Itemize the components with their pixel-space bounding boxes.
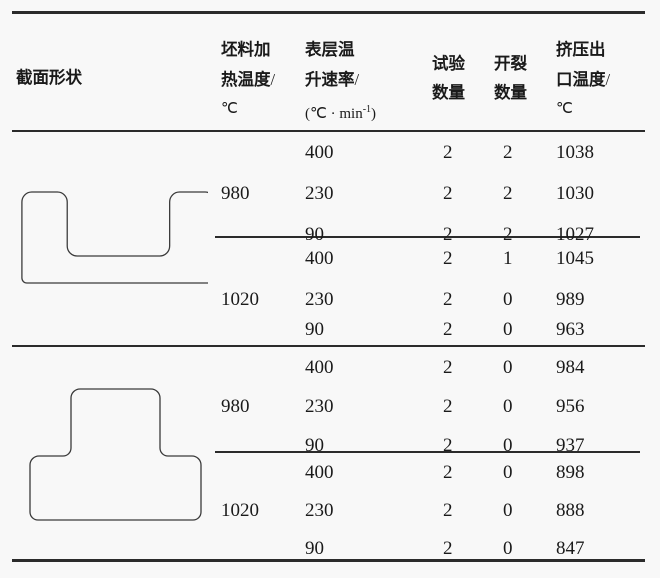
column-header-crack-count-line1: 开裂 <box>494 55 527 73</box>
cell-rate: 400 <box>305 357 334 378</box>
column-header-billet-temp: 坯料加 热温度/ ℃ <box>221 36 275 124</box>
cell-cracks: 0 <box>503 500 513 521</box>
cell-rate: 90 <box>305 319 324 340</box>
cell-trials: 2 <box>443 462 453 483</box>
column-header-crack-count-line2: 数量 <box>494 84 527 102</box>
cell-exit-temp: 888 <box>556 500 585 521</box>
rate-unit-min: min <box>339 106 363 122</box>
rate-text: 升速率 <box>305 71 355 89</box>
cell-rate: 230 <box>305 396 334 417</box>
column-header-billet-temp-line1: 坯料加 <box>221 41 271 59</box>
cell-rate: 230 <box>305 500 334 521</box>
cell-cracks: 1 <box>503 248 513 269</box>
cell-billet-temp: 980 <box>221 183 250 204</box>
column-header-exit-temp-line2: 口温度/ <box>556 65 610 95</box>
column-header-rate-line2: 升速率/ <box>305 65 376 95</box>
rate-unit-dot: · <box>330 106 336 122</box>
u-channel-icon <box>21 191 208 284</box>
cell-exit-temp: 984 <box>556 357 585 378</box>
cell-billet-temp: 980 <box>221 396 250 417</box>
column-header-billet-temp-line2: 热温度/ <box>221 65 275 95</box>
cell-trials: 2 <box>443 319 453 340</box>
column-header-shape-line1: 截面形状 <box>16 69 82 87</box>
cell-exit-temp: 898 <box>556 462 585 483</box>
cell-rate: 400 <box>305 462 334 483</box>
rate-unit-paren-open: ( <box>305 106 310 122</box>
header-separator-rule <box>12 130 645 132</box>
t-section-icon <box>29 388 202 521</box>
cell-cracks: 0 <box>503 435 513 456</box>
cell-trials: 2 <box>443 538 453 559</box>
cell-trials: 2 <box>443 224 453 245</box>
u-channel-profile-drawing <box>18 188 208 288</box>
cell-cracks: 0 <box>503 538 513 559</box>
column-header-crack-count: 开裂 数量 <box>494 50 527 108</box>
column-header-rate-line1: 表层温 <box>305 41 355 59</box>
subgroup-rule-2 <box>215 451 640 453</box>
cell-billet-temp: 1020 <box>221 289 259 310</box>
cell-trials: 2 <box>443 183 453 204</box>
billet-temp-text: 热温度 <box>221 71 271 89</box>
exit-temp-text: 口温度 <box>556 71 606 89</box>
table-bottom-rule <box>12 559 645 562</box>
cell-trials: 2 <box>443 142 453 163</box>
cell-trials: 2 <box>443 396 453 417</box>
column-header-surface-heating-rate: 表层温 升速率/ (℃ · min-1) <box>305 36 376 129</box>
column-header-trial-count-line2: 数量 <box>432 84 465 102</box>
cell-cracks: 0 <box>503 357 513 378</box>
rate-unit-degree: ℃ <box>310 106 327 122</box>
cell-rate: 90 <box>305 435 324 456</box>
cell-rate: 400 <box>305 142 334 163</box>
column-header-shape: 截面形状 <box>16 64 82 93</box>
rate-slash: / <box>354 70 360 89</box>
cell-rate: 90 <box>305 538 324 559</box>
cell-trials: 2 <box>443 357 453 378</box>
cell-exit-temp: 1045 <box>556 248 594 269</box>
column-header-trial-count-line1: 试验 <box>432 55 465 73</box>
table-header-row: 截面形状 坯料加 热温度/ ℃ 表层温 升速率/ (℃ · min-1) 试验 … <box>0 14 660 130</box>
cell-exit-temp: 956 <box>556 396 585 417</box>
cell-exit-temp: 963 <box>556 319 585 340</box>
cell-exit-temp: 937 <box>556 435 585 456</box>
column-header-exit-temp-line1: 挤压出 <box>556 41 606 59</box>
cell-billet-temp: 1020 <box>221 500 259 521</box>
cell-trials: 2 <box>443 435 453 456</box>
billet-temp-slash: / <box>270 70 276 89</box>
column-header-exit-temp: 挤压出 口温度/ ℃ <box>556 36 610 124</box>
cell-cracks: 0 <box>503 319 513 340</box>
column-header-billet-temp-unit: ℃ <box>221 101 238 117</box>
t-section-profile-drawing <box>28 382 203 527</box>
cell-rate: 230 <box>305 289 334 310</box>
exit-temp-slash: / <box>605 70 611 89</box>
cell-trials: 2 <box>443 289 453 310</box>
cell-exit-temp: 989 <box>556 289 585 310</box>
column-header-exit-temp-unit: ℃ <box>556 101 573 117</box>
cell-cracks: 0 <box>503 289 513 310</box>
cell-cracks: 0 <box>503 396 513 417</box>
cell-cracks: 2 <box>503 183 513 204</box>
cell-exit-temp: 1030 <box>556 183 594 204</box>
cell-trials: 2 <box>443 248 453 269</box>
cell-exit-temp: 1038 <box>556 142 594 163</box>
cell-cracks: 2 <box>503 142 513 163</box>
cell-rate: 400 <box>305 248 334 269</box>
rate-unit-paren-close: ) <box>371 106 377 122</box>
cell-rate: 230 <box>305 183 334 204</box>
cell-cracks: 0 <box>503 462 513 483</box>
column-header-rate-unit: (℃ · min-1) <box>305 95 376 129</box>
section-separator-rule <box>12 345 645 347</box>
rate-unit-exponent: -1 <box>362 104 372 115</box>
subgroup-rule-1 <box>215 236 640 238</box>
column-header-trial-count: 试验 数量 <box>432 50 465 108</box>
cell-exit-temp: 1027 <box>556 224 594 245</box>
cell-trials: 2 <box>443 500 453 521</box>
cell-cracks: 2 <box>503 224 513 245</box>
cell-exit-temp: 847 <box>556 538 585 559</box>
table-top-rule <box>12 11 645 14</box>
cell-rate: 90 <box>305 224 324 245</box>
